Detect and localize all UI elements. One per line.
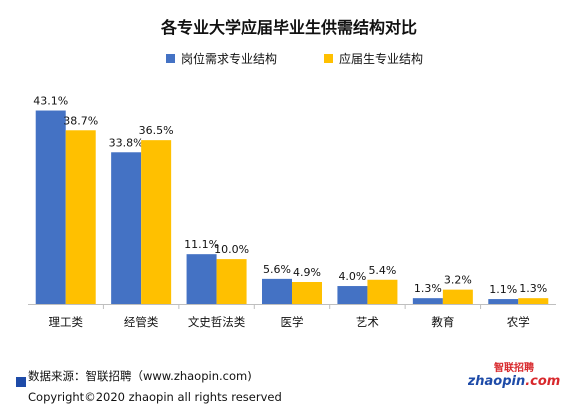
bar-demand [111,152,142,304]
data-label: 36.5% [139,124,174,137]
bar-demand [262,278,292,304]
category-label: 文史哲法类 [188,315,246,329]
bar-demand [186,254,217,304]
bar-demand [35,110,66,304]
data-label: 1.3% [414,282,442,295]
category-label: 理工类 [48,315,83,329]
bar-graduates [65,130,96,304]
data-label: 33.8% [109,136,144,149]
data-label: 11.1% [184,238,219,251]
bar-graduates [367,279,398,304]
category-label: 农学 [507,315,530,329]
legend-label-graduates: 应届生专业结构 [339,52,424,66]
zhaopin-logo: 智联招聘 zhaopin.com [468,361,560,388]
data-label: 5.4% [368,264,396,277]
bar-graduates [292,282,322,304]
legend-swatch-graduates [324,54,333,63]
data-label: 4.9% [293,266,321,279]
svg-text:zhaopin.com: zhaopin.com [468,374,560,388]
data-label: 4.0% [338,270,366,283]
data-label: 1.1% [489,283,517,296]
data-label: 10.0% [214,243,249,256]
bar-demand [412,298,443,304]
data-label: 1.3% [519,282,547,295]
category-label: 艺术 [356,315,379,329]
data-label: 3.2% [444,274,472,287]
category-label: 经管类 [124,315,159,329]
legend-item-graduates: 应届生专业结构 [324,50,423,67]
svg-text:智联招聘: 智联招聘 [494,361,534,374]
bar-graduates [442,289,473,304]
chart-title: 各专业大学应届毕业生供需结构对比 [160,18,417,37]
bar-graduates [141,140,172,304]
bar-graduates [518,298,549,304]
data-label: 43.1% [33,95,68,108]
data-source: 数据来源：智联招聘（www.zhaopin.com) [28,369,252,383]
category-label: 教育 [431,315,454,329]
legend-label-demand: 岗位需求专业结构 [181,52,278,66]
bar-demand [337,286,368,304]
copyright: Copyright©2020 zhaopin all rights reserv… [28,390,282,404]
source-marker [16,377,26,387]
legend-item-demand: 岗位需求专业结构 [166,50,277,67]
legend-swatch-demand [166,54,175,63]
data-label: 38.7% [63,114,98,127]
category-label: 医学 [281,315,304,329]
data-label: 5.6% [263,263,291,276]
bar-graduates [216,259,247,304]
bar-demand [488,299,519,304]
